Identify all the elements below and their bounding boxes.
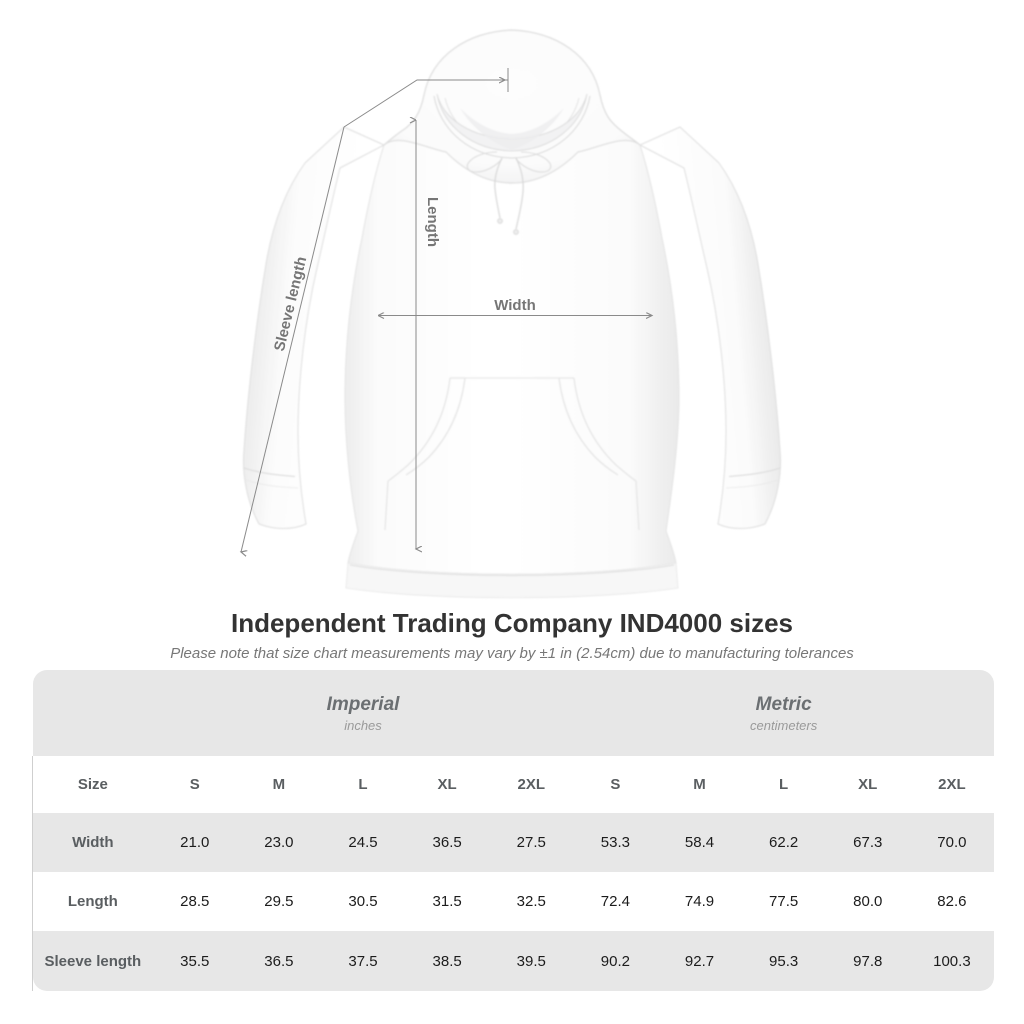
svg-text:Width: Width <box>494 297 536 314</box>
svg-text:Length: Length <box>424 197 441 247</box>
